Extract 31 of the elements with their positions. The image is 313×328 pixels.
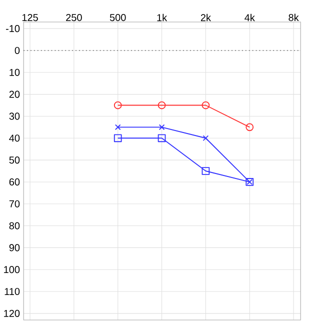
point xyxy=(159,124,165,130)
x-tick-label: 2k xyxy=(201,14,212,22)
x-tick-label: 500 xyxy=(110,14,126,22)
point xyxy=(115,124,121,130)
x-tick-label: 250 xyxy=(66,14,82,22)
point xyxy=(202,101,210,110)
point xyxy=(158,101,166,110)
y-tick-label: -10 xyxy=(6,25,20,32)
y-tick-label: 100 xyxy=(4,266,20,274)
y-tick-label: 70 xyxy=(10,200,20,208)
y-tick-label: 80 xyxy=(10,222,20,230)
x-tick-label: 4k xyxy=(244,14,256,22)
point xyxy=(246,123,254,132)
x-tick-label: 1k xyxy=(157,14,168,22)
y-tick-label: 10 xyxy=(10,68,20,76)
y-tick-label: 120 xyxy=(4,310,20,317)
point xyxy=(114,134,122,142)
x-tick-label: 125 xyxy=(22,14,38,22)
y-tick-label: 0 xyxy=(15,46,20,54)
point xyxy=(114,101,122,110)
x-tick-label: 8k xyxy=(288,14,300,22)
point xyxy=(158,134,166,142)
point xyxy=(202,135,209,142)
y-tick-label: 40 xyxy=(9,134,20,142)
y-tick-label: 50 xyxy=(9,156,20,164)
y-tick-label: 90 xyxy=(10,244,20,252)
y-tick-label: 60 xyxy=(10,178,20,186)
point xyxy=(202,167,210,175)
y-tick-label: 110 xyxy=(5,288,20,296)
y-tick-label: 20 xyxy=(10,90,20,98)
y-tick-label: 30 xyxy=(9,112,20,120)
